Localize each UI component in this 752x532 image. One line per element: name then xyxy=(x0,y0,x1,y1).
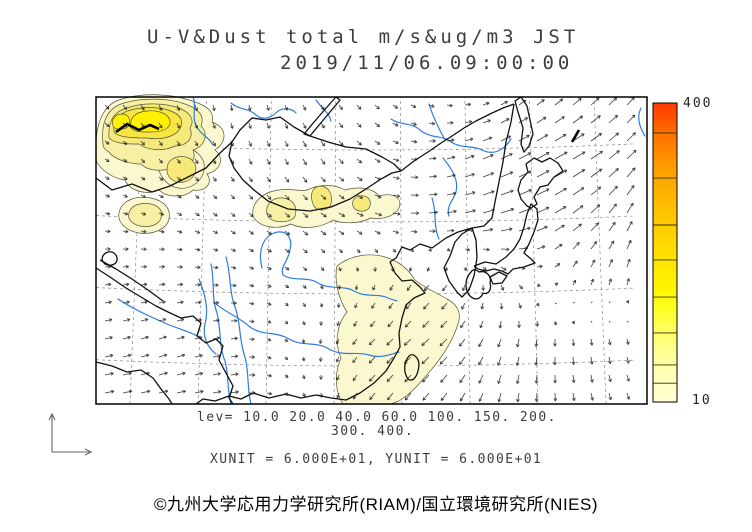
plot-datetime: 2019/11/06.09:00:00 xyxy=(280,52,574,74)
coastline-layer xyxy=(95,96,581,405)
contour-levels-label-line2: 300. 400. xyxy=(331,424,415,439)
map-frame xyxy=(95,96,648,405)
colorbar-min-label: 10 xyxy=(692,393,712,408)
colorbar xyxy=(652,102,678,403)
contour-levels-label-line1: lev= 10.0 20.0 40.0 60.0 100. 150. 200. xyxy=(197,410,557,425)
axes-marker xyxy=(48,412,93,456)
wind-arrow-layer xyxy=(104,97,637,403)
river-layer xyxy=(117,96,646,405)
colorbar-max-label: 400 xyxy=(683,96,713,111)
plot-title: U-V&Dust total m/s&ug/m3 JST xyxy=(147,26,580,48)
credit-line: ©九州大学応用力学研究所(RIAM)/国立環境研究所(NIES) xyxy=(153,495,599,514)
vector-units-label: XUNIT = 6.000E+01, YUNIT = 6.000E+01 xyxy=(210,452,543,467)
colorbar-gradient xyxy=(652,102,678,403)
